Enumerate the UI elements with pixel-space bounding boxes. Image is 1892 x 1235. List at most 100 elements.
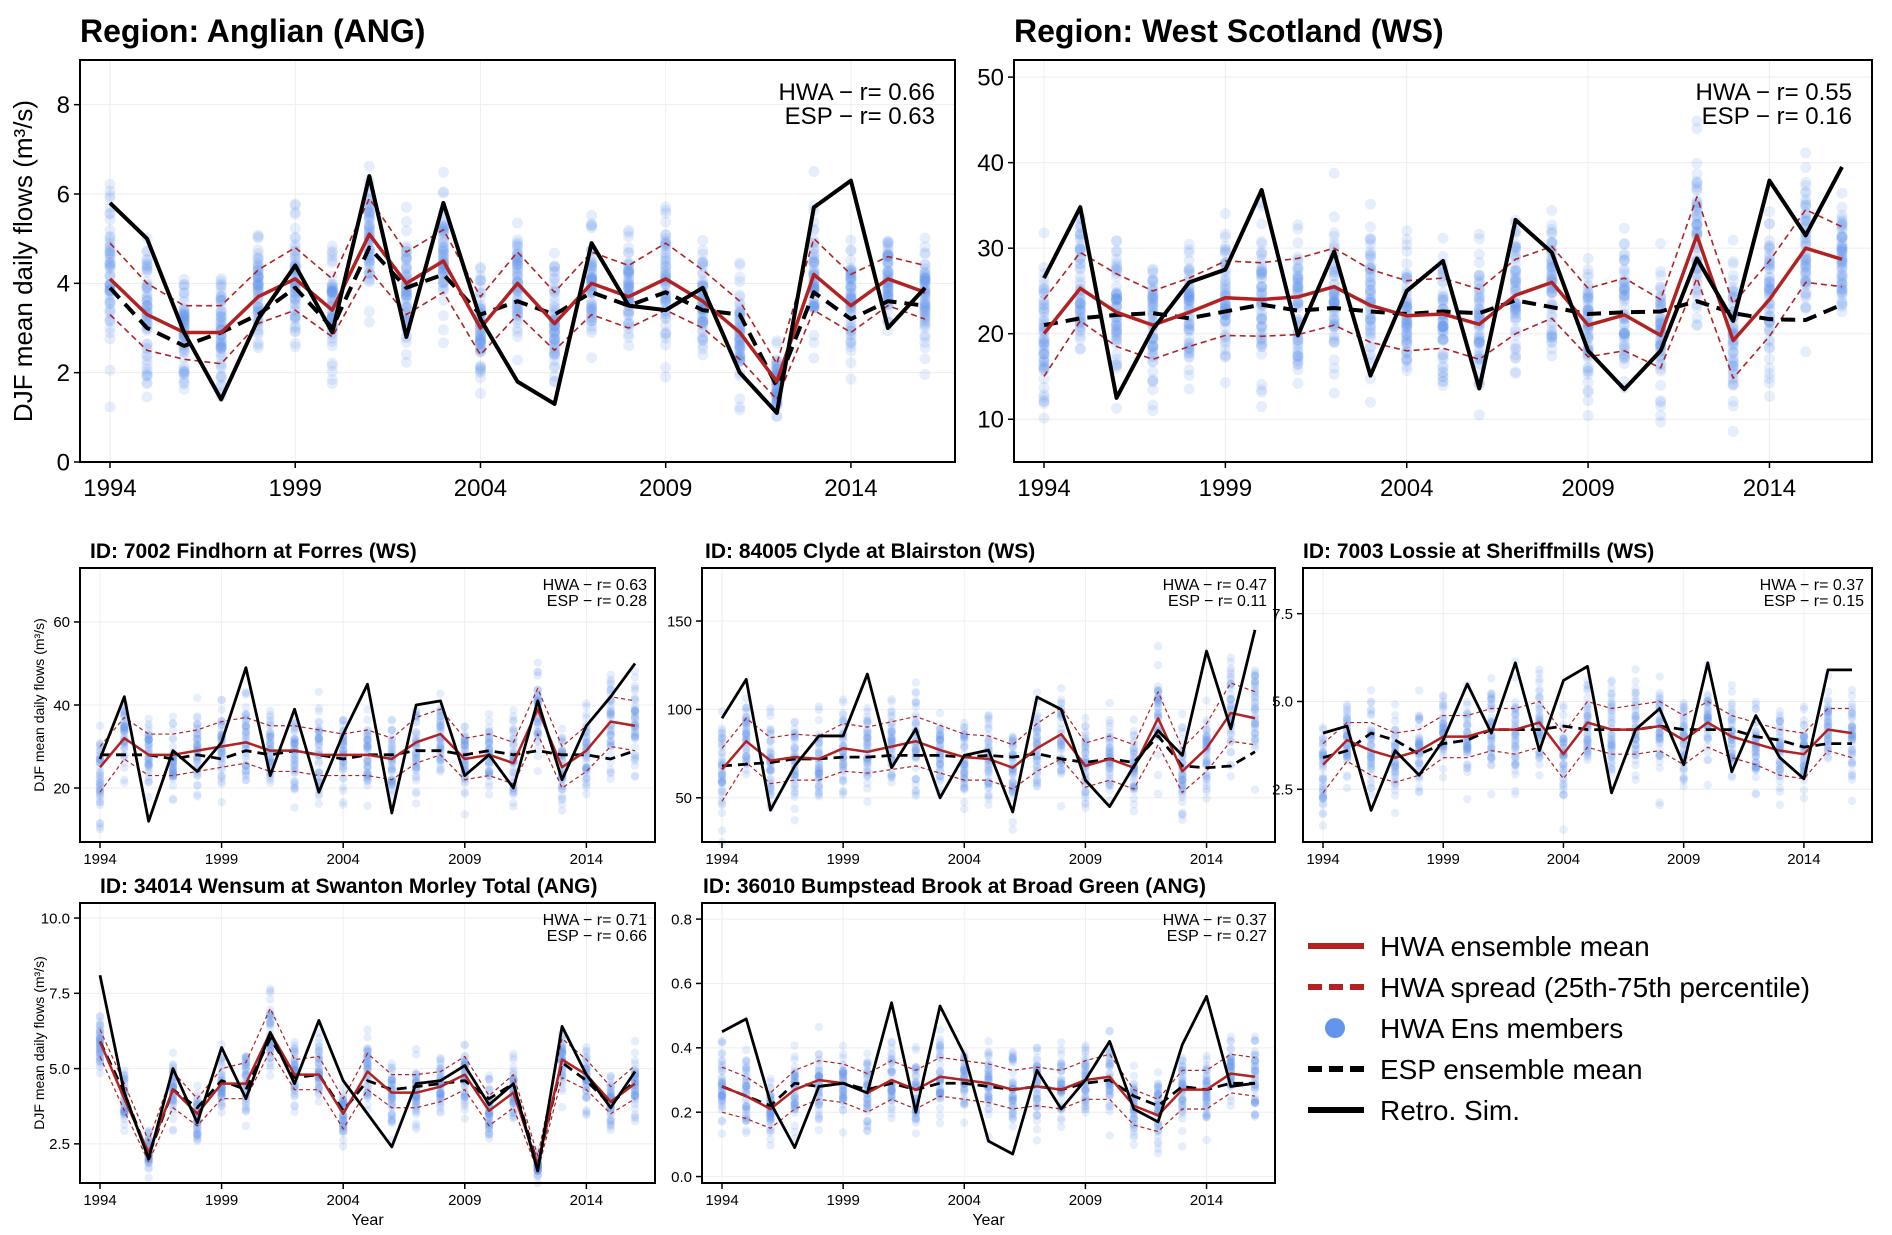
ens-member-dot (734, 346, 746, 358)
ens-member-dot (363, 268, 375, 280)
ens-member-dot (289, 310, 301, 322)
ens-member-dot (512, 316, 523, 328)
ens-member-dot (549, 261, 561, 273)
ens-member-dot (363, 210, 375, 222)
ens-member-dot (1437, 232, 1449, 244)
ens-member-dot (104, 224, 116, 236)
ens-member-dot (1105, 722, 1114, 731)
ens-member-dot (178, 378, 190, 390)
ens-member-dot (586, 271, 598, 283)
ens-member-dot (1105, 698, 1114, 708)
ens-member-dot (474, 337, 486, 349)
ens-member-dot (141, 254, 153, 266)
ens-member-dot (512, 217, 523, 229)
ens-member-dot (289, 239, 301, 251)
y-tick-label: 10 (977, 407, 1004, 434)
ens-member-dot (1081, 721, 1090, 731)
ens-member-dot (1178, 808, 1187, 817)
ens-member-dot (141, 359, 153, 371)
ens-member-dot (484, 709, 494, 719)
ens-member-dot (623, 340, 635, 352)
ens-member-dot (437, 337, 449, 349)
ens-member-dot (512, 237, 523, 249)
ens-member-dot (586, 304, 598, 316)
ens-member-dot (586, 305, 598, 317)
ens-member-dot (178, 373, 190, 385)
ens-member-dot (363, 257, 375, 269)
ens-member-dot (660, 265, 672, 277)
ens-member-dot (734, 259, 746, 271)
ens-member-dot (141, 370, 153, 382)
ens-member-dot (623, 278, 635, 290)
ens-member-dot (1618, 289, 1630, 301)
ens-member-dot (1727, 400, 1739, 412)
ens-member-dot (120, 775, 129, 784)
ens-member-dot (734, 271, 746, 283)
ens-member-dot (838, 786, 848, 795)
ens-member-dot (437, 245, 449, 257)
ens-member-dot (660, 296, 672, 308)
ens-member-dot (215, 311, 227, 323)
ens-member-dot (289, 292, 301, 304)
y-tick-label: 150 (667, 613, 692, 630)
ens-member-dot (193, 790, 202, 799)
ens-member-dot (582, 789, 591, 799)
ens-member-dot (582, 778, 591, 787)
ens-member-dot (586, 273, 598, 285)
ens-member-dot (717, 826, 727, 835)
ens-member-dot (771, 359, 783, 371)
ens-member-dot (215, 305, 227, 317)
ens-member-dot (549, 325, 561, 337)
ens-member-dot (814, 715, 824, 725)
ens-member-dot (1250, 734, 1260, 743)
correlation-annotation: HWA − r= 0.66 (778, 79, 935, 106)
y-tick-label: 8 (57, 92, 70, 119)
ens-member-dot (960, 804, 969, 814)
ens-member-dot (697, 248, 709, 260)
chart-title: ID: 84005 Clyde at Blairston (WS) (705, 540, 1035, 563)
ens-member-dot (289, 294, 301, 306)
ens-member-dot (1226, 748, 1235, 757)
ens-member-dot (326, 250, 338, 262)
ens-member-dot (808, 297, 820, 309)
ens-member-dot (178, 310, 190, 322)
ens-member-dot (266, 710, 275, 720)
ens-member-dot (1473, 333, 1485, 345)
ens-member-dot (474, 363, 486, 375)
ens-member-dot (460, 722, 469, 731)
ens-member-dot (512, 326, 523, 338)
ens-member-dot (326, 278, 338, 290)
ens-member-dot (1510, 352, 1522, 364)
ens-member-dot (474, 324, 486, 336)
ens-member-dot (586, 273, 598, 285)
ens-member-dot (1074, 343, 1086, 355)
ens-member-dot (252, 301, 264, 313)
ens-member-dot (771, 410, 783, 422)
ens-member-dot (623, 263, 635, 275)
ens-member-dot (1510, 339, 1522, 351)
ens-member-dot (215, 290, 227, 302)
ens-member-dot (437, 186, 449, 198)
ens-member-dot (586, 295, 598, 307)
ens-member-dot (549, 333, 561, 345)
ens-member-dot (1147, 293, 1159, 305)
ens-member-dot (790, 787, 799, 797)
ens-member-dot (512, 330, 523, 342)
ens-member-dot (326, 283, 338, 295)
ens-member-dot (630, 761, 640, 770)
ens-member-dot (1226, 772, 1235, 781)
ens-member-dot (512, 262, 523, 274)
ens-member-dot (104, 315, 116, 327)
ens-member-dot (252, 271, 264, 283)
ens-member-dot (215, 306, 227, 318)
ens-member-dot (141, 300, 153, 312)
ens-member-dot (771, 359, 783, 371)
ens-member-dot (549, 348, 561, 360)
x-tick-label: 1999 (205, 851, 238, 868)
ens-member-dot (168, 733, 178, 743)
ens-member-dot (1655, 292, 1667, 304)
ens-member-dot (215, 273, 227, 285)
ens-member-dot (460, 732, 469, 741)
ens-member-dot (697, 257, 709, 269)
